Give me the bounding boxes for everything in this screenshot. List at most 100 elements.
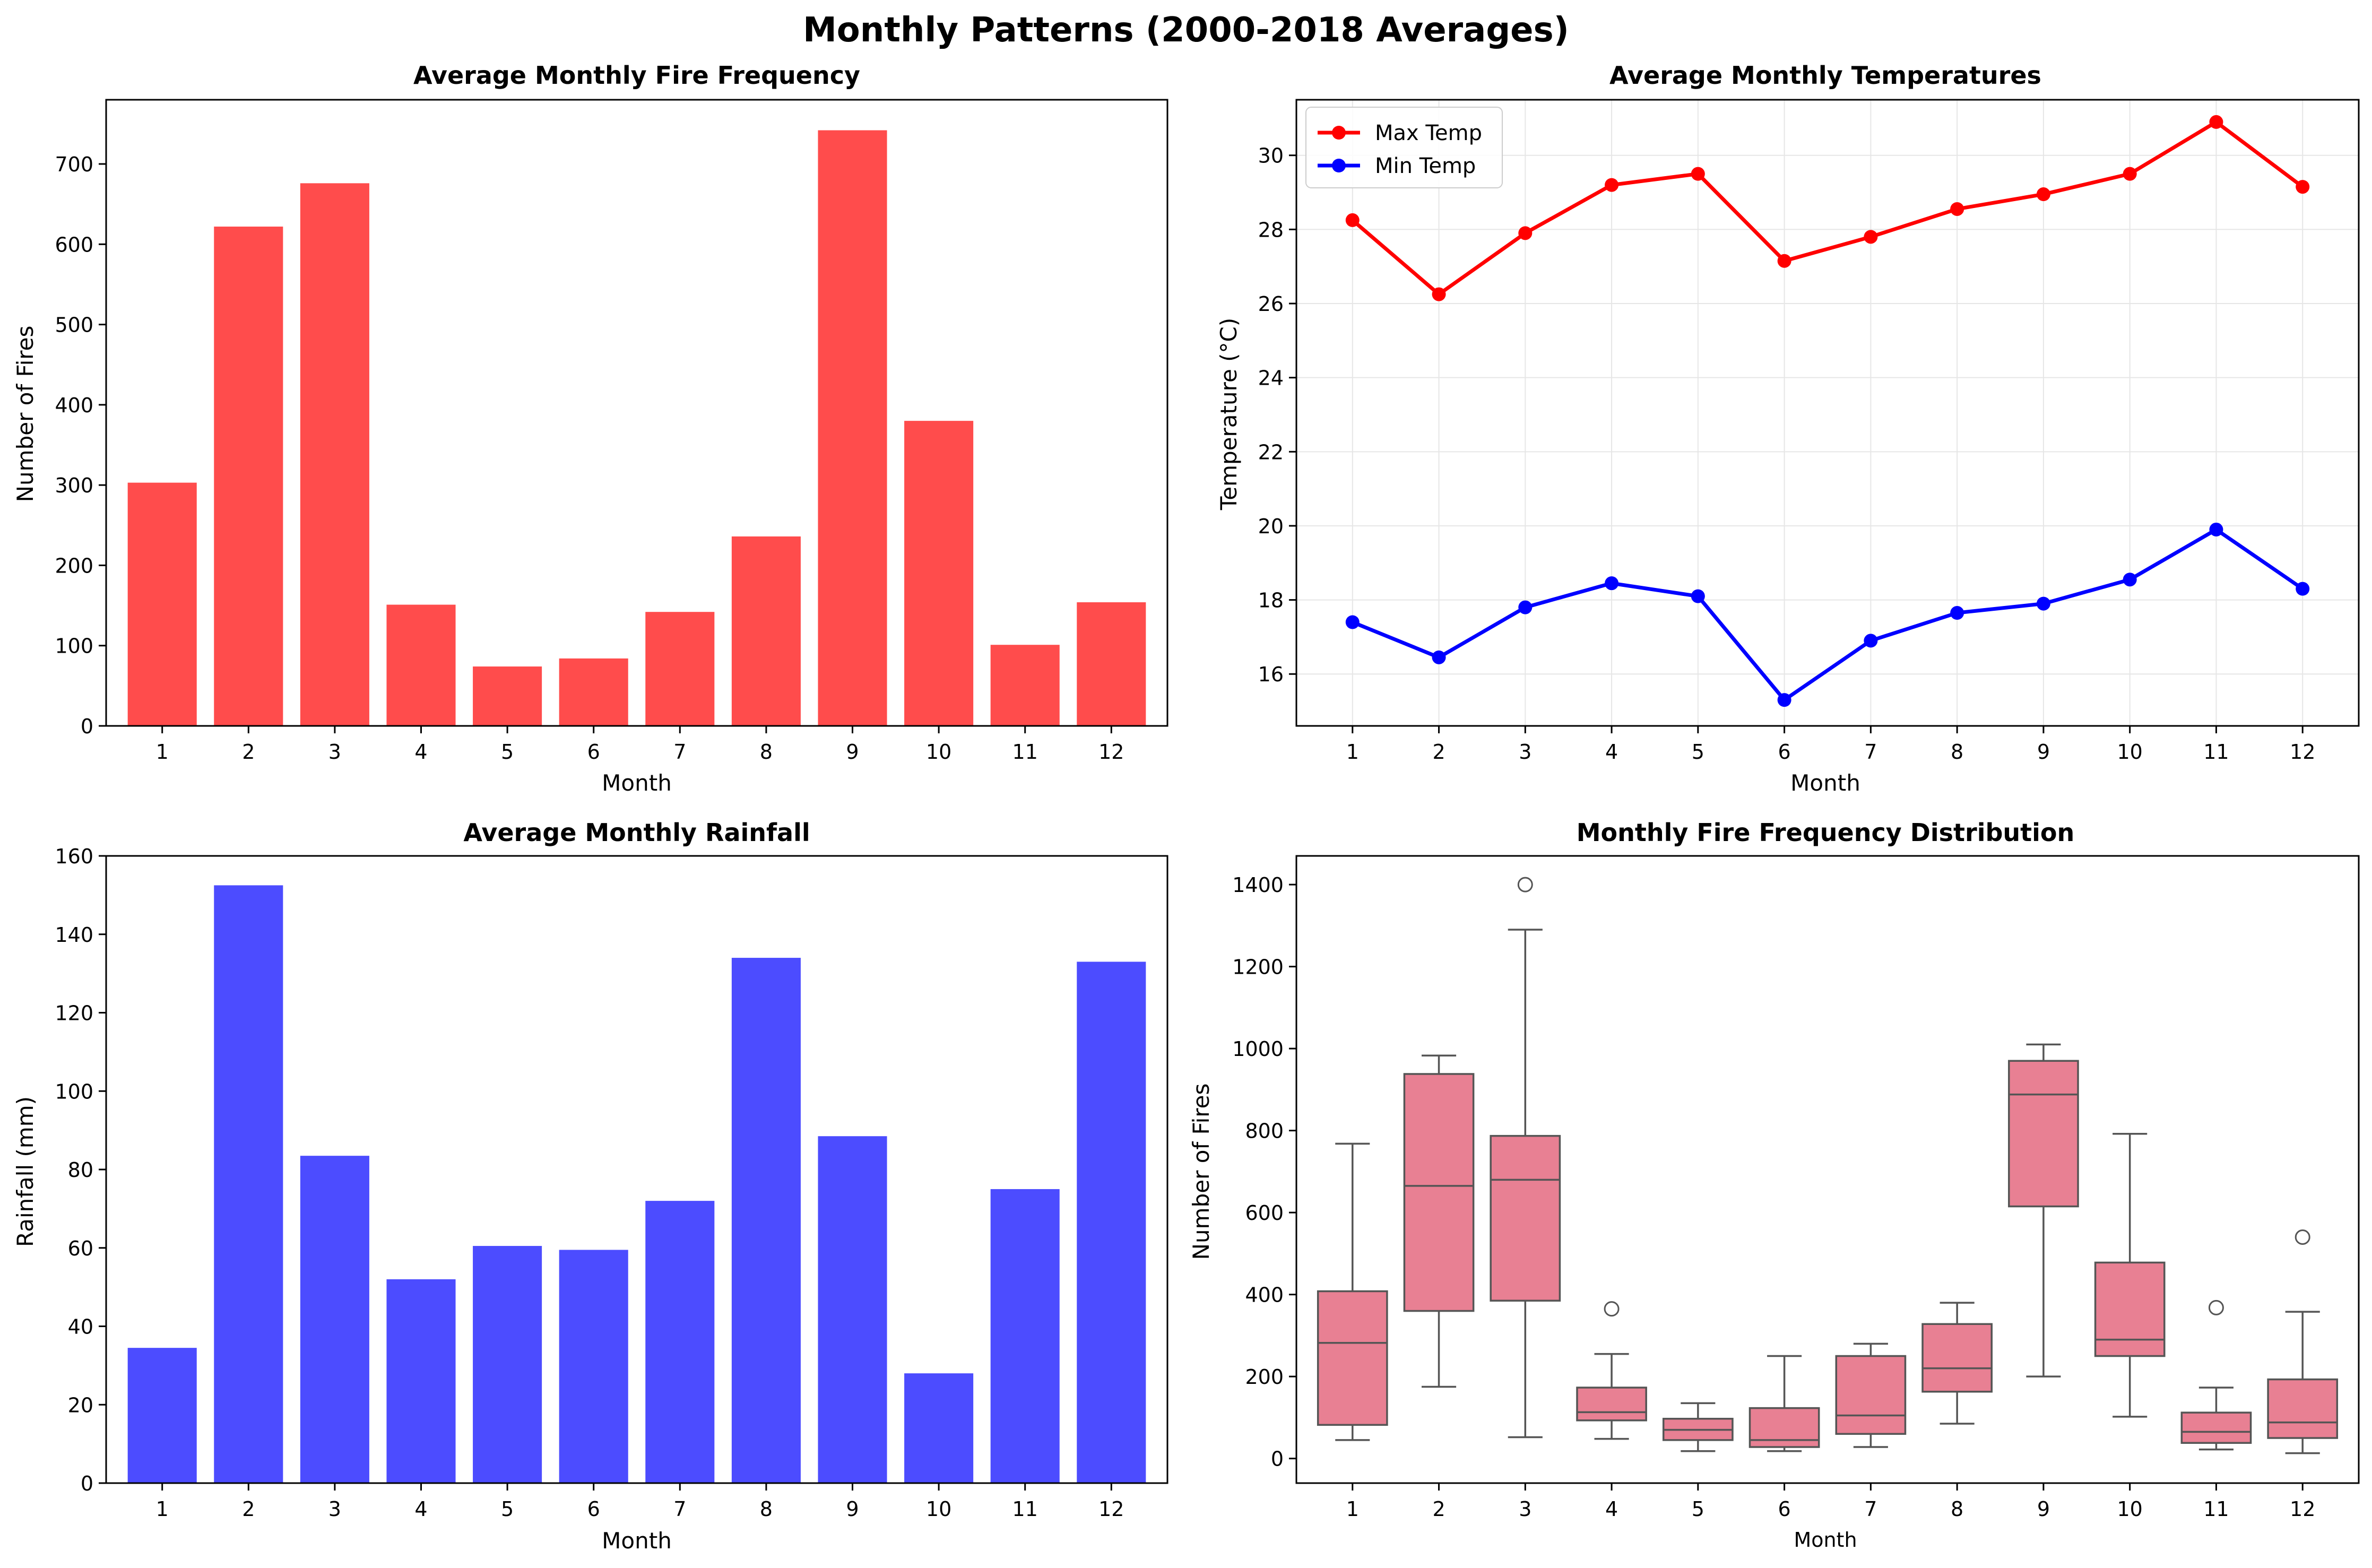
- fire-distribution-x-tick-label: 4: [1605, 1497, 1618, 1521]
- max-temp-point: [1864, 230, 1878, 244]
- fire-frequency-x-tick-label: 5: [501, 740, 514, 764]
- fire-frequency-x-tick-label: 9: [846, 740, 859, 764]
- fire-distribution-x-tick-label: 8: [1951, 1497, 1963, 1521]
- fire-distribution-y-tick-label: 400: [1245, 1284, 1284, 1307]
- temperature-x-tick-label: 11: [2203, 740, 2229, 764]
- fire-frequency-y-tick-label: 200: [55, 554, 93, 577]
- fire-distribution-x-tick-label: 2: [1432, 1497, 1445, 1521]
- fire-frequency-bar: [473, 666, 542, 726]
- min-temp-point: [2296, 582, 2310, 596]
- legend-min-temp-marker: [1332, 159, 1346, 172]
- rainfall-y-tick-label: 60: [68, 1237, 93, 1260]
- temperature-y-tick-label: 28: [1258, 218, 1284, 241]
- rainfall-x-tick-label: 5: [501, 1497, 514, 1521]
- box-outlier: [1517, 877, 1533, 893]
- fire-distribution-y-axis-label: Number of Fires: [1188, 1084, 1214, 1260]
- rainfall-x-tick-label: 12: [1098, 1497, 1124, 1521]
- rainfall-x-tick-label: 4: [414, 1497, 427, 1521]
- fire-frequency-y-tick-label: 300: [55, 474, 93, 497]
- rainfall-x-tick-label: 3: [328, 1497, 341, 1521]
- rainfall-x-tick-label: 8: [760, 1497, 773, 1521]
- fire-distribution-x-tick-label: 7: [1864, 1497, 1877, 1521]
- fire-distribution-x-tick-label: 9: [2037, 1497, 2050, 1521]
- max-temp-point: [2123, 167, 2137, 181]
- min-temp-point: [1691, 589, 1705, 603]
- max-temp-point: [1605, 178, 1619, 192]
- rainfall-y-tick-label: 80: [68, 1158, 93, 1182]
- box-outlier: [2295, 1229, 2310, 1245]
- fire-frequency-x-tick-label: 8: [760, 740, 773, 764]
- legend-max-temp-marker: [1332, 126, 1346, 140]
- fire-frequency-bar: [1077, 602, 1146, 726]
- max-temp-point: [1777, 254, 1791, 268]
- temperature-y-tick-label: 18: [1258, 589, 1284, 612]
- rainfall-x-tick-label: 2: [242, 1497, 255, 1521]
- fire-frequency-y-axis-label: Number of Fires: [12, 326, 38, 503]
- fire-frequency-bar: [300, 183, 369, 726]
- box-iqr: [1403, 1073, 1475, 1312]
- max-temp-point: [1691, 167, 1705, 181]
- rainfall-y-tick-label: 0: [81, 1472, 93, 1495]
- max-temp-point: [2209, 115, 2223, 129]
- fire-distribution-x-tick-label: 6: [1778, 1497, 1791, 1521]
- fire-frequency-x-tick-label: 11: [1012, 740, 1038, 764]
- legend-max-temp-label: Max Temp: [1375, 121, 1482, 145]
- rainfall-bar: [473, 1246, 542, 1483]
- fire-frequency-bar: [645, 612, 715, 726]
- fire-frequency-x-tick-label: 1: [156, 740, 169, 764]
- fire-frequency-bar: [818, 130, 887, 726]
- rainfall-bar: [731, 958, 801, 1483]
- fire-frequency-bar: [127, 482, 197, 726]
- box-iqr: [1576, 1387, 1647, 1422]
- rainfall-x-tick-label: 11: [1012, 1497, 1038, 1521]
- box-iqr: [2267, 1378, 2339, 1439]
- min-temp-point: [1518, 600, 1533, 614]
- fire-frequency-x-tick-label: 2: [242, 740, 255, 764]
- temperature-x-tick-label: 6: [1778, 740, 1791, 764]
- min-temp-point: [1777, 693, 1791, 707]
- fire-distribution-box-plot: Monthly Fire Frequency Distribution Mont…: [1188, 818, 2360, 1552]
- rainfall-x-axis-label: Month: [602, 1528, 672, 1554]
- fire-frequency-bar: [990, 645, 1060, 726]
- fire-frequency-chart-title: Average Monthly Fire Frequency: [413, 61, 860, 90]
- temperature-y-axis-label: Temperature (°C): [1216, 318, 1242, 511]
- rainfall-bar: [1077, 961, 1146, 1483]
- rainfall-x-tick-label: 7: [673, 1497, 686, 1521]
- fire-distribution-axes-frame: [1295, 855, 2360, 1484]
- temperature-chart-title: Average Monthly Temperatures: [1609, 61, 2041, 90]
- fire-frequency-y-tick-label: 500: [55, 314, 93, 337]
- fire-distribution-y-tick-label: 0: [1271, 1448, 1284, 1471]
- min-temp-point: [2209, 522, 2223, 536]
- rainfall-bar: [214, 885, 283, 1483]
- rainfall-x-tick-label: 9: [846, 1497, 859, 1521]
- temperature-x-tick-label: 8: [1951, 740, 1963, 764]
- max-temp-point: [1345, 213, 1360, 227]
- temperature-line-chart: Average Monthly Temperatures Month Tempe…: [1216, 61, 2360, 796]
- min-temp-point: [1950, 606, 1964, 620]
- box-iqr: [1748, 1407, 1820, 1448]
- rainfall-bar: [645, 1201, 715, 1483]
- rainfall-bar: [818, 1136, 887, 1483]
- rainfall-bar: [904, 1373, 974, 1483]
- temperature-x-axis-label: Month: [1790, 770, 1860, 796]
- min-temp-point: [1432, 650, 1446, 664]
- fire-frequency-x-axis-label: Month: [602, 770, 672, 796]
- fire-distribution-y-tick-label: 600: [1245, 1201, 1284, 1225]
- max-temp-point: [1518, 226, 1533, 240]
- fire-distribution-y-tick-label: 1400: [1232, 873, 1284, 897]
- rainfall-y-tick-label: 20: [68, 1393, 93, 1417]
- box-iqr: [1317, 1290, 1388, 1426]
- fire-distribution-y-tick-label: 1000: [1232, 1037, 1284, 1061]
- fire-frequency-axes-frame: [105, 99, 1168, 727]
- rainfall-bar: [559, 1250, 628, 1483]
- fire-distribution-x-tick-label: 5: [1692, 1497, 1704, 1521]
- fire-frequency-y-tick-label: 100: [55, 635, 93, 658]
- rainfall-y-tick-label: 40: [68, 1315, 93, 1339]
- fire-frequency-x-tick-label: 12: [1098, 740, 1124, 764]
- fire-frequency-bar: [559, 658, 628, 726]
- fire-distribution-y-tick-label: 200: [1245, 1365, 1284, 1389]
- rainfall-y-tick-label: 160: [55, 845, 93, 868]
- fire-frequency-y-tick-label: 0: [81, 715, 93, 738]
- rainfall-bar-chart: Average Monthly Rainfall Month Rainfall …: [12, 818, 1168, 1554]
